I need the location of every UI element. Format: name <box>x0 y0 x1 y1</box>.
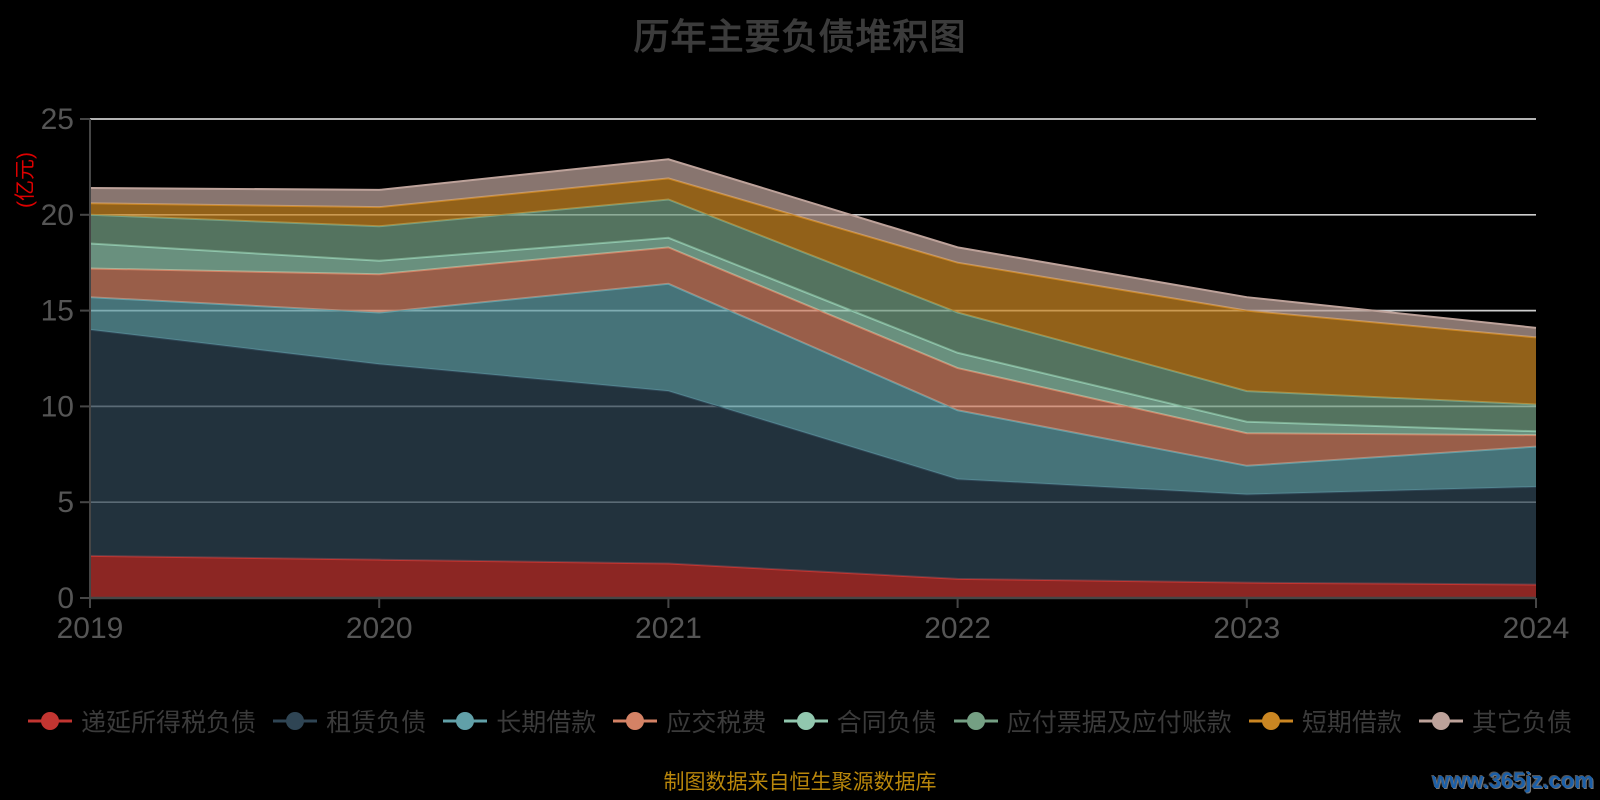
legend-line-circle-icon <box>1248 712 1293 730</box>
legend-item-4[interactable]: 合同负债 <box>783 703 937 739</box>
legend-line-circle-icon <box>273 712 318 730</box>
y-tick-label-15: 15 <box>41 295 74 328</box>
legend-label: 应付票据及应付账款 <box>1006 709 1232 737</box>
legend-label: 短期借款 <box>1301 709 1402 737</box>
x-tick-label-2022: 2022 <box>924 612 991 645</box>
legend-line-circle-icon <box>28 712 72 730</box>
legend-label: 租赁负债 <box>326 709 427 737</box>
legend-item-6[interactable]: 短期借款 <box>1248 703 1402 739</box>
legend-item-0[interactable]: 递延所得税负债 <box>28 703 256 739</box>
watermark-link[interactable]: www.365jz.com <box>1432 768 1594 793</box>
area-series-1 <box>90 329 1536 585</box>
legend-label: 合同负债 <box>836 709 937 737</box>
x-tick-label-2019: 2019 <box>57 612 124 645</box>
legend-line-circle-icon <box>953 712 998 730</box>
y-tick-label-25: 25 <box>41 103 74 136</box>
legend-label: 其它负债 <box>1471 709 1572 737</box>
area-series-3 <box>90 247 1536 466</box>
legend-item-1[interactable]: 租赁负债 <box>273 703 426 739</box>
area-series-5 <box>90 199 1536 432</box>
x-tick-label-2023: 2023 <box>1213 612 1280 645</box>
y-tick-label-20: 20 <box>41 199 74 232</box>
line-series-7 <box>89 158 1537 329</box>
legend-label: 应交税费 <box>666 709 767 737</box>
y-tick-label-5: 5 <box>57 486 74 519</box>
y-axis-unit-label: (亿元) <box>14 152 37 208</box>
legend-item-7[interactable]: 其它负债 <box>1418 703 1572 739</box>
legend-line-circle-icon <box>443 712 488 730</box>
area-series-0 <box>90 555 1536 598</box>
legend-line-circle-icon <box>613 712 658 730</box>
x-tick-label-2021: 2021 <box>635 612 702 645</box>
legend-item-5[interactable]: 应付票据及应付账款 <box>953 703 1232 739</box>
area-series-4 <box>90 237 1536 436</box>
x-tick-label-2024: 2024 <box>1503 612 1570 645</box>
legend-line-circle-icon <box>1418 712 1463 730</box>
legend-line-circle-icon <box>783 712 828 730</box>
legend-label: 递延所得税负债 <box>81 709 257 737</box>
area-series-2 <box>90 283 1536 495</box>
legend-item-2[interactable]: 长期借款 <box>443 703 596 739</box>
chart-title: 历年主要负债堆积图 <box>633 16 967 57</box>
legend-label: 长期借款 <box>496 709 597 737</box>
y-tick-label-0: 0 <box>57 582 74 615</box>
x-tick-label-2020: 2020 <box>346 612 413 645</box>
area-series-7 <box>90 159 1536 338</box>
y-tick-label-10: 10 <box>41 390 74 423</box>
legend-item-3[interactable]: 应交税费 <box>613 703 766 739</box>
source-note: 制图数据来自恒生聚源数据库 <box>663 771 937 794</box>
area-series-6 <box>90 178 1536 405</box>
legend: 递延所得税负债 租赁负债 长期借款 应交税费 合同负债 应付票据及应付账款 短期借款 其它负债 <box>0 700 1600 742</box>
